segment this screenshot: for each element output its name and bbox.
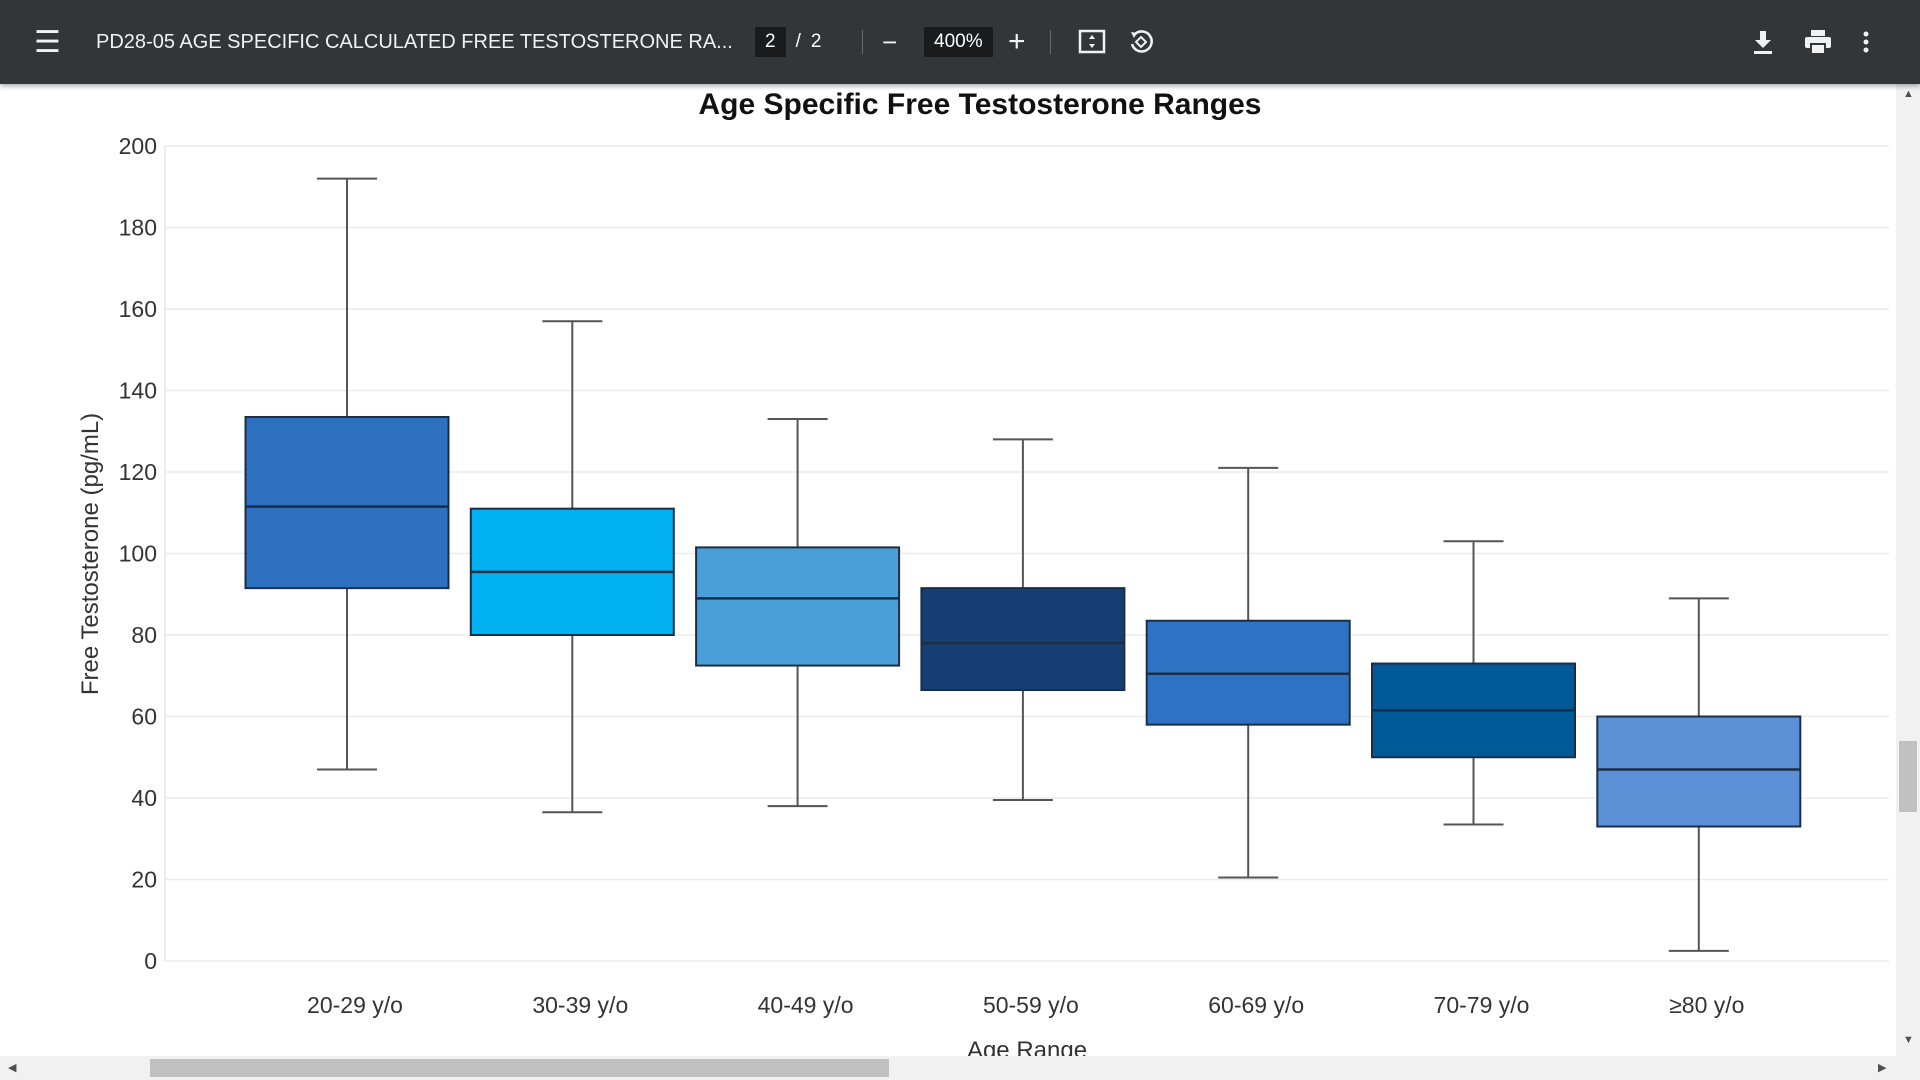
document-title: PD28-05 AGE SPECIFIC CALCULATED FREE TES… — [96, 30, 733, 53]
iqr-box — [1596, 715, 1802, 828]
vertical-scrollbar[interactable]: ▲ ▼ — [1896, 84, 1920, 1080]
y-tick-label: 100 — [119, 541, 157, 567]
box-≥80 y/o — [1596, 597, 1802, 952]
x-tick-label: 60-69 y/o — [1208, 992, 1304, 1018]
box-60-69 y/o — [1145, 466, 1351, 879]
divider — [1050, 30, 1051, 54]
iqr-box — [920, 587, 1126, 692]
zoom-in-button[interactable]: + — [1008, 0, 1026, 84]
box-70-79 y/o — [1371, 540, 1576, 826]
scroll-left-icon[interactable]: ◀ — [8, 1062, 17, 1074]
iqr-box — [695, 546, 901, 667]
fit-page-button[interactable] — [1078, 0, 1106, 84]
horizontal-scrollbar[interactable]: ◀ ▶ — [0, 1056, 1896, 1080]
menu-icon: ☰ — [34, 25, 61, 59]
box-20-29 y/o — [244, 177, 450, 771]
box-40-49 y/o — [695, 418, 901, 808]
zoom-out-icon: − — [882, 26, 898, 57]
x-tick-label: 30-39 y/o — [532, 992, 628, 1018]
y-tick-label: 40 — [131, 785, 157, 811]
zoom-out-button[interactable]: − — [882, 0, 897, 84]
box-30-39 y/o — [469, 320, 675, 814]
print-button[interactable] — [1804, 0, 1832, 84]
y-tick-label: 180 — [119, 215, 157, 241]
scroll-right-icon[interactable]: ▶ — [1878, 1062, 1887, 1074]
chart-title: Age Specific Free Testosterone Ranges — [699, 88, 1262, 121]
x-tick-label: 70-79 y/o — [1434, 992, 1530, 1018]
pdf-toolbar: ☰ PD28-05 AGE SPECIFIC CALCULATED FREE T… — [0, 0, 1920, 84]
y-tick-label: 120 — [119, 459, 157, 485]
x-tick-label: 50-59 y/o — [983, 992, 1079, 1018]
box-50-59 y/o — [920, 438, 1126, 802]
y-tick-label: 20 — [131, 867, 157, 893]
y-tick-label: 140 — [119, 378, 157, 404]
y-tick-label: 160 — [119, 296, 157, 322]
y-axis-label: Free Testosterone (pg/mL) — [77, 413, 104, 695]
total-pages: 2 — [810, 31, 822, 52]
more-options-button[interactable] — [1862, 0, 1870, 84]
zoom-level-input[interactable]: 400% — [924, 27, 993, 57]
more-options-icon — [1863, 31, 1869, 53]
x-tick-label: 20-29 y/o — [307, 992, 403, 1018]
y-tick-label: 80 — [131, 622, 157, 648]
page-separator: / — [795, 31, 801, 52]
y-tick-label: 200 — [119, 133, 157, 159]
x-tick-label: 40-49 y/o — [758, 992, 854, 1018]
iqr-box — [244, 415, 450, 590]
download-icon — [1754, 31, 1772, 54]
rotate-icon — [1130, 30, 1153, 53]
vertical-scroll-thumb[interactable] — [1899, 741, 1917, 812]
scroll-down-icon[interactable]: ▼ — [1903, 1034, 1914, 1046]
x-tick-label: ≥80 y/o — [1669, 992, 1744, 1018]
print-icon — [1805, 30, 1831, 55]
menu-button[interactable]: ☰ — [34, 0, 61, 84]
fit-page-icon — [1078, 29, 1106, 54]
y-tick-label: 60 — [131, 704, 157, 730]
divider — [862, 30, 863, 54]
horizontal-scroll-thumb[interactable] — [150, 1059, 889, 1077]
download-button[interactable] — [1752, 0, 1774, 84]
y-tick-label: 0 — [144, 948, 157, 974]
rotate-button[interactable] — [1127, 0, 1155, 84]
scroll-up-icon[interactable]: ▲ — [1903, 88, 1914, 100]
zoom-in-icon: + — [1008, 25, 1026, 58]
page-number-input[interactable]: 2 — [755, 27, 786, 57]
